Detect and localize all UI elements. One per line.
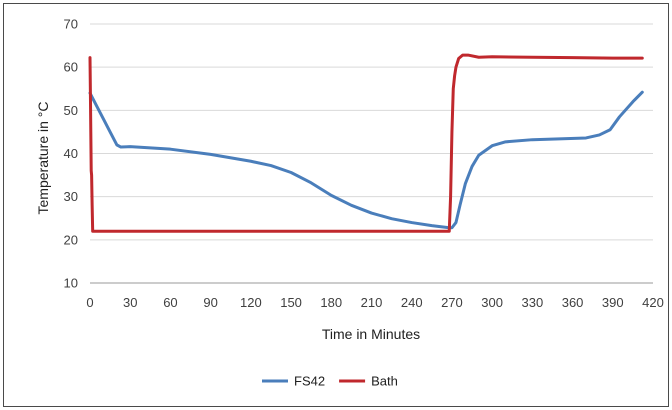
y-tick-label: 20	[64, 232, 78, 247]
series-line-fs42	[88, 90, 644, 230]
legend-item-fs42: FS42	[262, 374, 325, 389]
chart-frame	[3, 3, 669, 407]
x-tick-label: 300	[481, 295, 503, 310]
legend-label: FS42	[294, 374, 325, 389]
x-tick-label: 210	[361, 295, 383, 310]
series-lines	[88, 53, 644, 233]
x-tick-label: 150	[280, 295, 302, 310]
x-tick-label: 30	[123, 295, 137, 310]
x-tick-label: 420	[642, 295, 664, 310]
x-tick-label: 330	[522, 295, 544, 310]
y-tick-label: 50	[64, 103, 78, 118]
tick-labels: 10 20 30 40 50 60 70 0 30 60 90 120 150 180 210 240 270 3…	[64, 17, 664, 311]
x-tick-label: 120	[240, 295, 262, 310]
y-tick-label: 60	[64, 60, 78, 75]
x-tick-label: 90	[203, 295, 217, 310]
x-tick-label: 270	[441, 295, 463, 310]
legend: FS42 Bath	[262, 374, 398, 389]
y-tick-label: 30	[64, 189, 78, 204]
y-axis-title: Temperature in °C	[35, 102, 51, 215]
x-tick-label: 360	[562, 295, 584, 310]
legend-item-bath: Bath	[339, 374, 398, 389]
series-line-bath	[88, 53, 644, 233]
x-tick-label: 390	[602, 295, 624, 310]
y-tick-label: 40	[64, 146, 78, 161]
x-tick-label: 0	[86, 295, 93, 310]
legend-label: Bath	[371, 374, 398, 389]
x-tick-label: 240	[401, 295, 423, 310]
gridlines	[90, 23, 653, 284]
x-tick-label: 60	[163, 295, 177, 310]
y-tick-label: 10	[64, 276, 78, 291]
x-axis-title: Time in Minutes	[322, 326, 420, 342]
x-tick-label: 180	[320, 295, 342, 310]
y-tick-label: 70	[64, 17, 78, 32]
